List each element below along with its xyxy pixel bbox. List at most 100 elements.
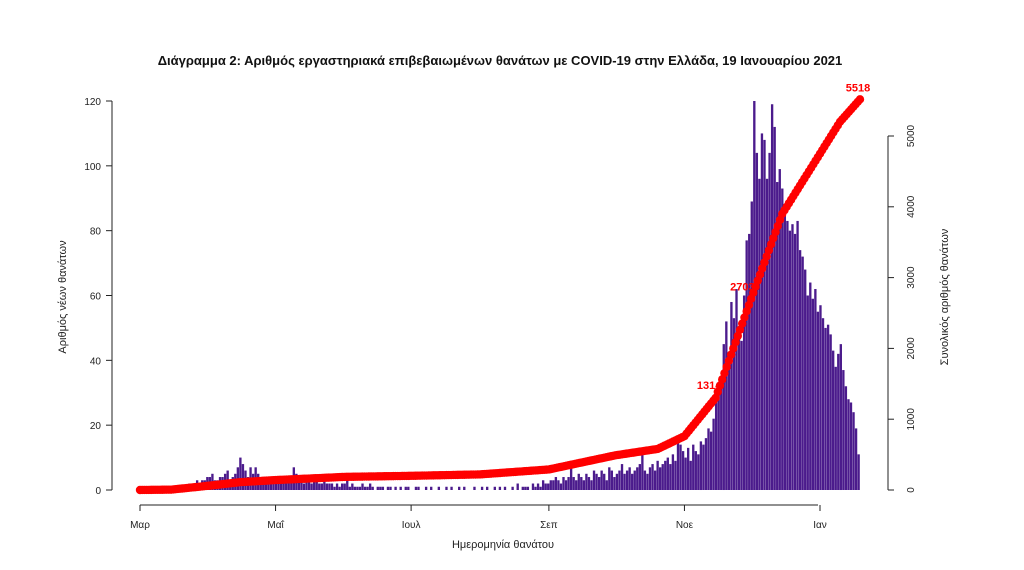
- bar: [687, 447, 690, 490]
- bar: [305, 480, 308, 490]
- bar: [768, 152, 771, 490]
- bar: [562, 477, 565, 490]
- bar: [661, 464, 664, 490]
- bar: [335, 483, 339, 490]
- bar: [282, 480, 285, 490]
- bar: [569, 464, 573, 490]
- bar: [277, 483, 280, 490]
- bar: [737, 334, 741, 490]
- bar: [633, 470, 636, 490]
- bar: [826, 324, 830, 490]
- bar: [417, 486, 420, 490]
- bar: [692, 444, 695, 490]
- y2-tick-label: 0: [906, 487, 917, 493]
- bar: [765, 178, 769, 491]
- x-tick-label: Ιουλ: [402, 520, 421, 531]
- bar: [778, 169, 781, 490]
- bar: [458, 486, 461, 490]
- bar: [264, 480, 267, 490]
- bar: [582, 480, 586, 490]
- bar: [712, 418, 715, 490]
- bar: [776, 182, 779, 491]
- bar: [498, 486, 502, 490]
- bar: [536, 483, 540, 490]
- bar: [493, 486, 496, 490]
- bar: [648, 467, 652, 490]
- y-tick-label: 0: [95, 486, 101, 497]
- bar: [717, 392, 720, 490]
- bar: [806, 295, 809, 490]
- bar: [541, 480, 545, 490]
- bar: [559, 483, 563, 490]
- bar: [758, 178, 761, 491]
- bar: [272, 480, 275, 490]
- y2-tick-label: 2000: [906, 337, 917, 360]
- bar: [554, 477, 558, 490]
- bar: [325, 483, 329, 490]
- x-tick-label: Μαρ: [130, 520, 150, 531]
- bar: [552, 480, 555, 490]
- bar: [824, 327, 827, 490]
- bar: [809, 282, 812, 490]
- bar: [610, 470, 614, 490]
- bar: [631, 473, 634, 490]
- bar: [854, 428, 858, 490]
- bar: [547, 483, 550, 490]
- bar: [819, 305, 822, 490]
- bar: [704, 438, 708, 490]
- bar: [837, 353, 840, 490]
- bar: [732, 318, 736, 490]
- x-axis-label: Ημερομηνία θανάτου: [452, 539, 554, 551]
- left-y-ticks: 0 20 40 60 80 100 120: [84, 97, 112, 497]
- bar: [694, 451, 697, 490]
- bar: [404, 486, 407, 490]
- bar: [323, 480, 326, 490]
- bar: [676, 438, 680, 490]
- annotation-label: 2703: [730, 282, 754, 294]
- bar: [748, 233, 751, 490]
- bar: [674, 460, 677, 490]
- x-ticks: Μαρ Μαΐ Ιουλ Σεπ Νοε Ιαν: [130, 505, 827, 531]
- y-tick-label: 20: [90, 421, 102, 432]
- bar: [313, 480, 316, 490]
- bar: [730, 301, 733, 490]
- bar: [351, 483, 354, 490]
- bar: [781, 188, 784, 490]
- bar: [572, 477, 575, 490]
- bar: [659, 467, 662, 490]
- cumulative-deaths-line: [135, 95, 865, 495]
- bar: [636, 467, 639, 490]
- bar: [702, 444, 705, 490]
- bar: [709, 431, 713, 490]
- bar: [381, 486, 385, 490]
- bar: [356, 486, 359, 490]
- bar: [358, 486, 362, 490]
- bar: [605, 480, 608, 490]
- bar: [544, 483, 547, 490]
- annotation-label: 1314: [697, 380, 722, 392]
- bar: [330, 483, 334, 490]
- bar: [539, 486, 542, 490]
- y2-tick-label: 4000: [906, 195, 917, 218]
- bar: [786, 220, 789, 490]
- bar: [646, 473, 649, 490]
- bar: [239, 457, 242, 490]
- bar: [346, 480, 349, 490]
- y-tick-label: 80: [90, 227, 102, 238]
- bar: [681, 451, 685, 490]
- bar: [353, 486, 357, 490]
- y2-tick-label: 3000: [906, 266, 917, 289]
- bar: [366, 486, 369, 490]
- y2-tick-label: 5000: [906, 124, 917, 147]
- bar: [297, 480, 301, 490]
- bar: [399, 486, 402, 490]
- bar: [348, 486, 351, 490]
- bar: [592, 470, 596, 490]
- bar: [788, 230, 792, 491]
- bar: [653, 470, 657, 490]
- y-axis-label: Αριθμός νέων θανάτων: [57, 240, 69, 354]
- bar: [750, 201, 753, 491]
- bar: [689, 460, 692, 490]
- bar: [603, 473, 606, 490]
